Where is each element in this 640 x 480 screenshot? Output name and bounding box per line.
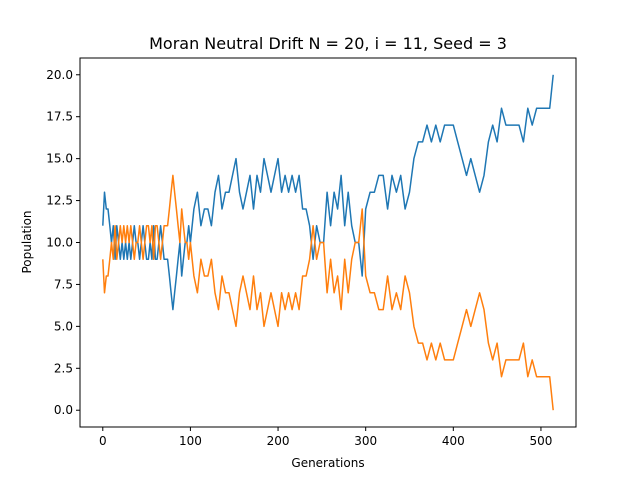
- series-line-2: [102, 174, 554, 411]
- chart-title: Moran Neutral Drift N = 20, i = 11, Seed…: [149, 34, 507, 53]
- x-tick-label: 400: [442, 434, 465, 448]
- y-tick-label: 15.0: [46, 152, 73, 166]
- y-tick-label: 2.5: [54, 361, 73, 375]
- x-tick-label: 0: [99, 434, 107, 448]
- y-axis-label: Population: [20, 210, 34, 273]
- x-tick-label: 300: [354, 434, 377, 448]
- x-axis-label: Generations: [291, 456, 364, 470]
- x-tick-label: 500: [529, 434, 552, 448]
- y-axis: 0.0 2.5 5.0 7.5 10.0 12.5 15.0 17.5 20.0: [46, 68, 80, 417]
- y-tick-label: 12.5: [46, 194, 73, 208]
- plot-area: [102, 74, 554, 411]
- y-tick-label: 0.0: [54, 403, 73, 417]
- x-axis: 0 100 200 300 400 500: [99, 427, 552, 448]
- y-tick-label: 7.5: [54, 277, 73, 291]
- y-tick-label: 5.0: [54, 319, 73, 333]
- y-tick-label: 20.0: [46, 68, 73, 82]
- x-tick-label: 200: [267, 434, 290, 448]
- y-tick-label: 17.5: [46, 110, 73, 124]
- y-tick-label: 10.0: [46, 236, 73, 250]
- x-tick-label: 100: [179, 434, 202, 448]
